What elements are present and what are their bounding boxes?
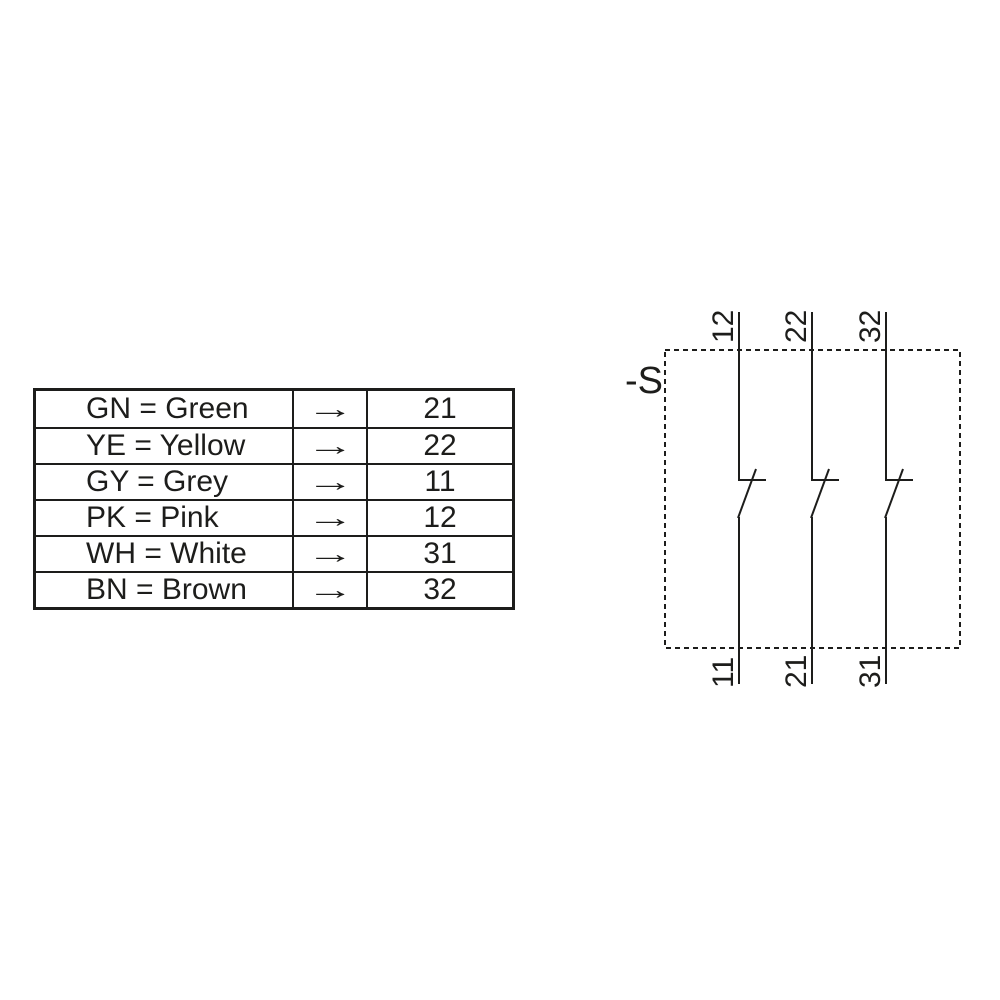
contact-pole: 22 21 xyxy=(780,310,839,688)
terminal-label-top: 22 xyxy=(780,310,813,343)
contact-moving-lever xyxy=(884,468,904,519)
table-row: YE = Yellow → 22 xyxy=(36,427,512,463)
contact-pole: 12 11 xyxy=(707,310,766,688)
contact-moving-lever xyxy=(737,468,757,519)
terminal-label-top: 12 xyxy=(707,310,740,343)
device-designation-label: -S xyxy=(625,360,663,402)
wire-color-label: GN = Green xyxy=(86,392,249,425)
terminal-number: 12 xyxy=(366,501,512,535)
terminal-label-top: 32 xyxy=(854,310,887,343)
arrow-right-icon: → xyxy=(292,573,366,607)
wire-color-label: WH = White xyxy=(86,537,247,570)
wire-color-label: GY = Grey xyxy=(86,465,229,498)
wire-color-label: PK = Pink xyxy=(86,501,219,534)
wire-color-legend-table: GN = Green → 21 YE = Yellow → 22 GY = Gr… xyxy=(33,388,515,610)
terminal-label-bottom: 11 xyxy=(707,657,740,688)
terminal-label-bottom: 31 xyxy=(854,655,887,688)
terminal-number: 31 xyxy=(366,537,512,571)
arrow-right-icon: → xyxy=(292,465,366,499)
table-row: BN = Brown → 32 xyxy=(36,571,512,607)
terminal-label-bottom: 21 xyxy=(780,655,813,688)
table-row: WH = White → 31 xyxy=(36,535,512,571)
wire-color-label: BN = Brown xyxy=(86,573,247,606)
terminal-number: 21 xyxy=(366,391,512,427)
arrow-right-icon: → xyxy=(292,537,366,571)
wire-color-label: YE = Yellow xyxy=(86,429,246,462)
table-row: GN = Green → 21 xyxy=(36,391,512,427)
table-row: PK = Pink → 12 xyxy=(36,499,512,535)
table-row: GY = Grey → 11 xyxy=(36,463,512,499)
contact-pole: 32 31 xyxy=(854,310,913,688)
terminal-number: 32 xyxy=(366,573,512,607)
terminal-number: 22 xyxy=(366,429,512,463)
terminal-number: 11 xyxy=(366,465,512,499)
arrow-right-icon: → xyxy=(292,429,366,463)
arrow-right-icon: → xyxy=(292,501,366,535)
arrow-right-icon: → xyxy=(292,391,366,427)
contact-moving-lever xyxy=(810,468,830,519)
